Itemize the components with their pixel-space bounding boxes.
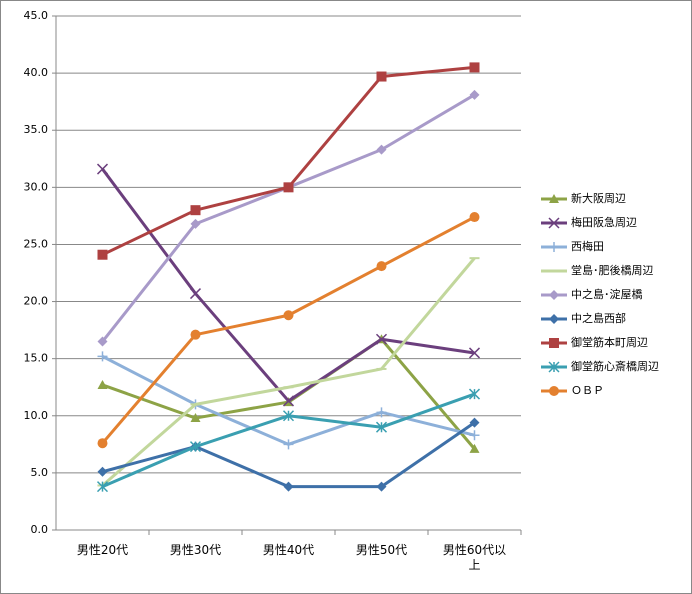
y-tick-label: 35.0 xyxy=(24,123,49,136)
marker xyxy=(549,314,559,324)
marker xyxy=(283,182,294,193)
marker xyxy=(376,71,387,82)
marker xyxy=(469,430,480,441)
marker xyxy=(375,333,388,345)
marker xyxy=(549,194,559,203)
marker xyxy=(97,249,108,260)
marker xyxy=(96,163,109,175)
marker xyxy=(282,395,295,407)
y-tick-label: 15.0 xyxy=(24,352,49,365)
marker xyxy=(469,62,480,73)
marker xyxy=(189,288,202,300)
marker xyxy=(97,336,108,347)
marker xyxy=(376,481,387,492)
x-tick-label: 男性20代 xyxy=(76,543,129,557)
marker xyxy=(548,361,560,373)
legend-label: 新大阪周辺 xyxy=(571,191,626,205)
marker xyxy=(468,347,481,359)
marker xyxy=(97,379,108,389)
marker xyxy=(549,242,559,252)
series-line xyxy=(101,257,476,487)
marker xyxy=(190,205,201,216)
marker xyxy=(469,89,480,100)
series-line xyxy=(101,65,475,257)
y-tick-label: 10.0 xyxy=(24,409,49,422)
marker xyxy=(283,439,294,450)
y-tick-label: 0.0 xyxy=(31,523,49,536)
marker xyxy=(282,410,295,422)
marker xyxy=(190,218,201,229)
marker xyxy=(189,441,202,453)
y-tick-label: 5.0 xyxy=(31,466,49,479)
y-tick-label: 40.0 xyxy=(24,66,49,79)
marker xyxy=(469,443,480,453)
marker xyxy=(97,466,108,477)
y-tick-label: 20.0 xyxy=(24,295,49,308)
y-tick-label: 25.0 xyxy=(24,237,49,250)
marker xyxy=(469,212,480,223)
series-line xyxy=(101,215,476,445)
series-line xyxy=(101,93,476,343)
marker xyxy=(549,338,559,348)
x-tick-label: 男性60代以上 xyxy=(442,543,507,572)
marker xyxy=(190,329,201,340)
marker xyxy=(190,413,201,423)
marker xyxy=(548,217,560,229)
marker xyxy=(283,310,294,321)
legend-label: 御堂筋本町周辺 xyxy=(571,335,648,349)
legend-label: 中之島･淀屋橋 xyxy=(571,287,643,301)
legend-label: 御堂筋心斎橋周辺 xyxy=(571,359,659,373)
x-tick-label: 男性30代 xyxy=(169,543,222,557)
legend-label: ＯＢＰ xyxy=(571,384,604,397)
marker xyxy=(97,351,108,362)
series-line xyxy=(101,337,476,450)
marker xyxy=(96,481,109,493)
legend-label: 中之島西部 xyxy=(571,311,626,325)
series-line xyxy=(102,421,476,489)
y-tick-label: 30.0 xyxy=(24,180,49,193)
legend-label: 西梅田 xyxy=(571,239,604,253)
marker xyxy=(376,261,387,272)
marker xyxy=(549,290,559,300)
legend-label: 堂島･肥後橋周辺 xyxy=(571,263,654,277)
marker xyxy=(469,417,480,428)
marker xyxy=(97,438,108,449)
marker xyxy=(376,144,387,155)
marker xyxy=(376,407,387,418)
marker xyxy=(283,481,294,492)
marker xyxy=(468,388,481,400)
marker xyxy=(549,386,559,396)
series-line xyxy=(101,168,475,403)
x-tick-label: 男性50代 xyxy=(355,543,408,557)
marker xyxy=(375,421,388,433)
x-tick-label: 男性40代 xyxy=(262,543,315,557)
y-tick-label: 45.0 xyxy=(24,9,49,22)
legend-label: 梅田阪急周辺 xyxy=(571,215,637,229)
